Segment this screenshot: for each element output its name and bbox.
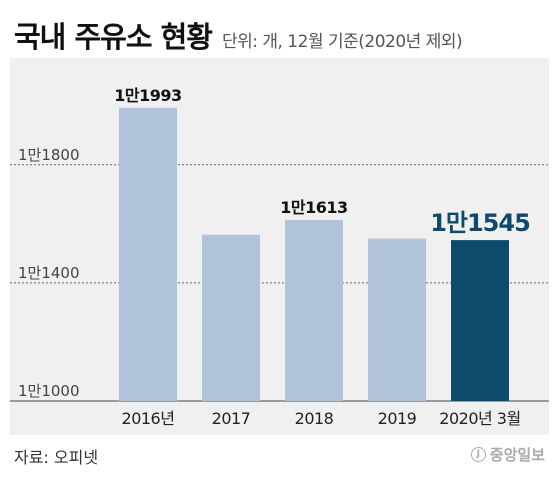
x-tick-label: 2020년 3월 [439,409,520,428]
bar [119,107,177,402]
data-label: 1만1613 [280,198,347,217]
title-row: 국내 주유소 현황 단위: 개, 12월 기준(2020년 제외) [14,14,549,54]
bar-chart: 1만1000 1만1400 1만1800 1만1993 2016년 2017 1만1613 2… [10,86,549,428]
bar [368,238,426,401]
data-label: 1만1545 [430,209,530,237]
bar [202,234,260,401]
bar [285,220,343,401]
x-tick-label: 2018 [295,409,334,428]
y-tick-label: 1만1400 [18,264,80,282]
chart-subtitle: 단위: 개, 12월 기준(2020년 제외) [221,32,463,52]
x-tick-label: 2017 [212,409,251,428]
chart-title: 국내 주유소 현황 [14,20,213,54]
data-label: 1만1993 [114,86,181,105]
y-tick-label: 1만1800 [18,146,80,164]
x-tick-label: 2019 [378,409,417,428]
x-tick-label: 2016년 [122,409,175,428]
chart-panel: 1만1000 1만1400 1만1800 1만1993 2016년 2017 1만1613 2… [10,58,549,435]
logo-text: 중앙일보 [489,446,545,464]
bar-highlight [451,240,509,401]
source-note: 자료: 오피넷 [14,448,99,467]
y-tick-label: 1만1000 [18,382,80,400]
publisher-logo: J 중앙일보 [470,444,545,465]
logo-circle-icon: J [470,447,486,462]
